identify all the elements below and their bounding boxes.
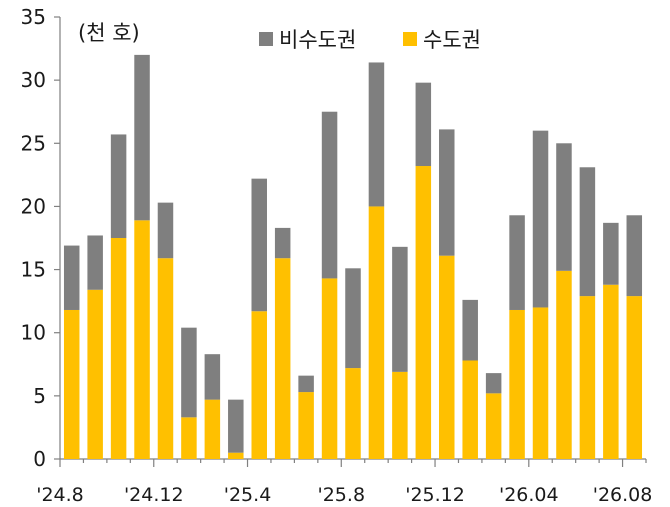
y-tick-label: 20: [21, 194, 46, 218]
y-tick-label: 25: [21, 131, 46, 155]
legend: 비수도권 수도권: [259, 28, 481, 52]
y-axis: 0 5 10 15 20 25 30 35: [21, 5, 61, 471]
legend-item: 수도권: [403, 28, 481, 52]
bar-segment-nonmetro: [181, 327, 197, 418]
x-tick-label: '24.12: [124, 484, 184, 506]
bar-segment-nonmetro: [274, 227, 291, 259]
x-tick-label: '25.8: [318, 484, 366, 506]
bar-segment-metro: [603, 284, 619, 459]
bar-segment-nonmetro: [415, 82, 432, 167]
bar-segment-metro: [251, 311, 267, 459]
bar-segment-metro: [228, 452, 244, 459]
bar-segment-metro: [579, 296, 596, 459]
bar-segment-nonmetro: [439, 129, 455, 256]
legend-label: 비수도권: [279, 28, 356, 52]
unit-label: (천 호): [78, 21, 140, 45]
bar-segment-nonmetro: [462, 299, 478, 361]
bar-segment-metro: [392, 371, 408, 459]
bar-segment-nonmetro: [204, 354, 221, 400]
bar-segment-metro: [321, 278, 338, 459]
bar-segment-nonmetro: [63, 245, 80, 310]
bar-segment-nonmetro: [251, 178, 267, 312]
bar-segment-nonmetro: [392, 246, 408, 372]
bar-segment-nonmetro: [298, 375, 314, 393]
x-tick-label: '24.8: [36, 484, 84, 506]
x-tick-label: '25.12: [405, 484, 465, 506]
bar-segment-metro: [134, 220, 150, 459]
legend-swatch: [259, 32, 273, 46]
bar-segment-metro: [462, 360, 478, 459]
bar-segment-metro: [485, 393, 502, 459]
bar-segment-metro: [439, 255, 455, 459]
bar-segment-nonmetro: [532, 130, 549, 308]
bar-segment-nonmetro: [321, 111, 338, 279]
bar-segment-nonmetro: [626, 215, 643, 297]
bar-segment-nonmetro: [157, 202, 174, 259]
y-tick-label: 5: [33, 384, 46, 408]
bar-segment-metro: [274, 258, 291, 459]
x-tick-label: '25.4: [224, 484, 272, 506]
bar-segment-metro: [368, 206, 385, 459]
bar-segment-metro: [298, 392, 314, 459]
y-tick-label: 10: [21, 321, 46, 345]
bar-segment-nonmetro: [556, 143, 572, 271]
bar-segment-nonmetro: [87, 235, 103, 290]
legend-label: 수도권: [423, 28, 481, 52]
bar-segment-nonmetro: [228, 399, 244, 453]
y-tick-label: 15: [21, 258, 46, 282]
bar-segment-metro: [509, 309, 525, 459]
bar-segment-metro: [532, 307, 549, 459]
bar-segment-nonmetro: [603, 222, 619, 285]
bar-segment-metro: [204, 399, 221, 459]
x-axis: '24.8 '24.12 '25.4 '25.8 '25.12 '26.04 '26.08: [36, 458, 653, 506]
bar-segment-nonmetro: [345, 268, 361, 369]
bar-segment-nonmetro: [368, 62, 385, 207]
bar-segment-metro: [63, 309, 80, 459]
bar-segment-metro: [626, 296, 643, 459]
bar-segment-nonmetro: [579, 167, 596, 297]
bar-segment-nonmetro: [110, 134, 127, 238]
bar-segment-metro: [157, 258, 174, 459]
bar-segment-metro: [87, 289, 103, 459]
legend-item: 비수도권: [259, 28, 356, 52]
y-tick-label: 35: [21, 5, 46, 29]
y-tick-label: 0: [33, 447, 46, 471]
legend-swatch: [403, 32, 417, 46]
bars: [63, 54, 643, 459]
y-tick-label: 30: [21, 68, 46, 92]
bar-segment-metro: [556, 270, 572, 459]
bar-segment-nonmetro: [509, 215, 525, 310]
bar-segment-metro: [345, 368, 361, 459]
bar-segment-metro: [110, 238, 127, 459]
x-tick-label: '26.04: [499, 484, 559, 506]
bar-segment-nonmetro: [134, 54, 150, 221]
bar-segment-metro: [415, 166, 432, 459]
x-tick-label: '26.08: [593, 484, 653, 506]
bar-segment-metro: [181, 417, 197, 459]
bar-segment-nonmetro: [485, 373, 502, 394]
